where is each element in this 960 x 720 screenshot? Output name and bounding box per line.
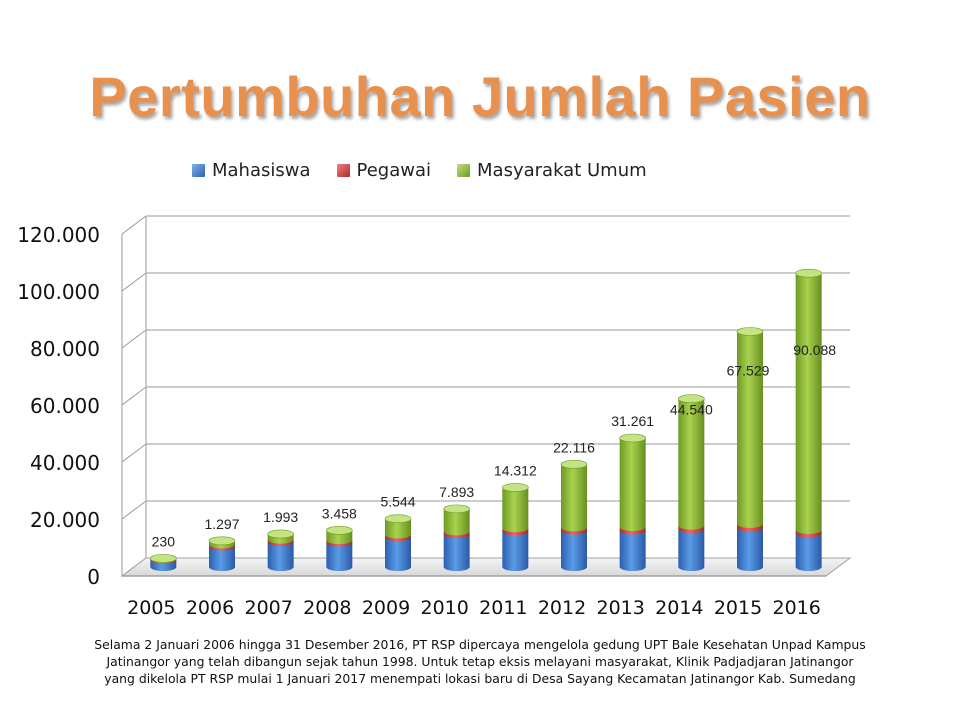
bar-top-cap xyxy=(502,483,529,492)
bar-segment-masyarakat-umum xyxy=(795,273,822,534)
legend-swatch-pegawai xyxy=(336,164,350,177)
bar-segment-masyarakat-umum xyxy=(561,464,587,532)
caption: Selama 2 Januari 2006 hingga 31 Desember… xyxy=(20,636,940,687)
data-label: 3.458 xyxy=(322,505,357,521)
bar-segment-mahasiswa xyxy=(678,529,705,571)
gridline-diagonal xyxy=(121,386,147,406)
bar-segment-masyarakat-umum xyxy=(737,331,764,528)
gridline-diagonal xyxy=(121,215,147,235)
gridline-diagonal xyxy=(121,500,147,520)
x-tick-label: 2005 xyxy=(127,597,175,619)
x-tick-label: 2007 xyxy=(244,597,292,619)
caption-line-1: Selama 2 Januari 2006 hingga 31 Desember… xyxy=(94,637,866,652)
bar-top-cap xyxy=(678,394,705,404)
y-tick-label: 0 xyxy=(87,565,100,589)
bar-segment-masyarakat-umum xyxy=(385,518,411,539)
data-label: 1.297 xyxy=(204,516,239,532)
bar-top-cap xyxy=(795,268,822,278)
y-tick-label: 120.000 xyxy=(17,223,100,247)
bar-top-cap xyxy=(267,529,294,539)
bar-segment-mahasiswa xyxy=(737,527,763,571)
data-label: 14.312 xyxy=(494,462,537,478)
x-tick-label: 2006 xyxy=(186,597,234,619)
bar-top-cap xyxy=(384,514,412,524)
legend-label-mahasiswa: Mahasiswa xyxy=(212,160,311,181)
x-tick-label: 2015 xyxy=(714,597,762,619)
bar-segment-mahasiswa xyxy=(326,542,353,571)
legend-swatch-masyarakat-umum xyxy=(457,164,471,177)
bar-segment-mahasiswa xyxy=(267,541,294,571)
legend-swatch-mahasiswa xyxy=(192,164,205,177)
bar-segment-mahasiswa xyxy=(443,534,470,571)
y-tick-label: 100.000 xyxy=(17,280,100,304)
x-tick-label: 2008 xyxy=(303,597,351,619)
bar-segment-masyarakat-umum xyxy=(678,398,705,530)
stacked-bar-chart: 0 20.000 40.000 60.000 80.000 100.000 120.000 2… xyxy=(17,215,852,619)
legend-label-pegawai: Pegawai xyxy=(356,160,432,181)
legend-label-masyarakat-umum: Masyarakat Umum xyxy=(477,160,647,181)
bar-top-cap xyxy=(326,526,353,535)
bar-segment-mahasiswa xyxy=(795,533,822,571)
y-tick-label: 60.000 xyxy=(30,394,100,418)
bar-top-cap xyxy=(619,433,646,443)
grid-layer xyxy=(120,215,852,577)
y-tick-label: 80.000 xyxy=(30,337,100,361)
x-tick-label: 2009 xyxy=(362,597,410,619)
x-tick-label: 2014 xyxy=(655,597,703,619)
data-label: 7.893 xyxy=(439,484,474,500)
x-tick-label: 2016 xyxy=(772,597,820,619)
caption-line-3: yang dikelola PT RSP mulai 1 Januari 201… xyxy=(104,671,856,686)
bar-segment-mahasiswa xyxy=(502,531,529,571)
bars-layer xyxy=(150,268,822,571)
x-tick-label: 2012 xyxy=(538,597,586,619)
x-tick-label: 2010 xyxy=(420,597,468,619)
data-label: 5.544 xyxy=(380,494,415,510)
legend-item-mahasiswa: Mahasiswa xyxy=(192,160,311,181)
bar-top-cap xyxy=(208,536,236,546)
bar-segment-masyarakat-umum xyxy=(443,508,470,536)
y-tick-label: 20.000 xyxy=(30,508,100,532)
x-tick-label: 2011 xyxy=(479,597,527,619)
data-label: 67.529 xyxy=(727,363,770,379)
bar-segment-masyarakat-umum xyxy=(502,487,529,533)
bar-top-cap xyxy=(560,460,588,469)
bar-top-cap xyxy=(443,504,470,514)
gridline-diagonal xyxy=(121,443,147,463)
data-label: 1.993 xyxy=(263,509,298,525)
data-label: 90.088 xyxy=(793,342,836,358)
bar-top-cap xyxy=(736,327,764,336)
bar-segment-mahasiswa xyxy=(561,530,587,571)
caption-line-2: Jatinangor yang telah dibangun sejak tah… xyxy=(106,654,854,669)
bar-top-cap xyxy=(150,554,177,563)
data-label: 31.261 xyxy=(611,413,654,429)
bar-segment-masyarakat-umum xyxy=(619,438,646,532)
chart-legend: Mahasiswa Pegawai Masyarakat Umum xyxy=(192,160,647,181)
data-label: 22.116 xyxy=(553,439,595,455)
bar-segment-mahasiswa xyxy=(619,530,646,571)
data-label: 44.540 xyxy=(670,402,713,418)
slide-title: Pertumbuhan Jumlah Pasien xyxy=(89,65,871,128)
bar-segment-mahasiswa xyxy=(385,537,411,571)
gridline-diagonal xyxy=(121,272,147,292)
legend-item-masyarakat-umum: Masyarakat Umum xyxy=(457,160,647,181)
gridline-diagonal xyxy=(121,329,147,349)
labels-layer: 0 20.000 40.000 60.000 80.000 100.000 120.000 2… xyxy=(17,223,836,619)
bar-segment-mahasiswa xyxy=(209,546,235,571)
legend-item-pegawai: Pegawai xyxy=(336,160,432,181)
x-tick-label: 2013 xyxy=(596,597,644,619)
y-tick-label: 40.000 xyxy=(30,451,100,475)
data-label: 230 xyxy=(152,533,176,549)
